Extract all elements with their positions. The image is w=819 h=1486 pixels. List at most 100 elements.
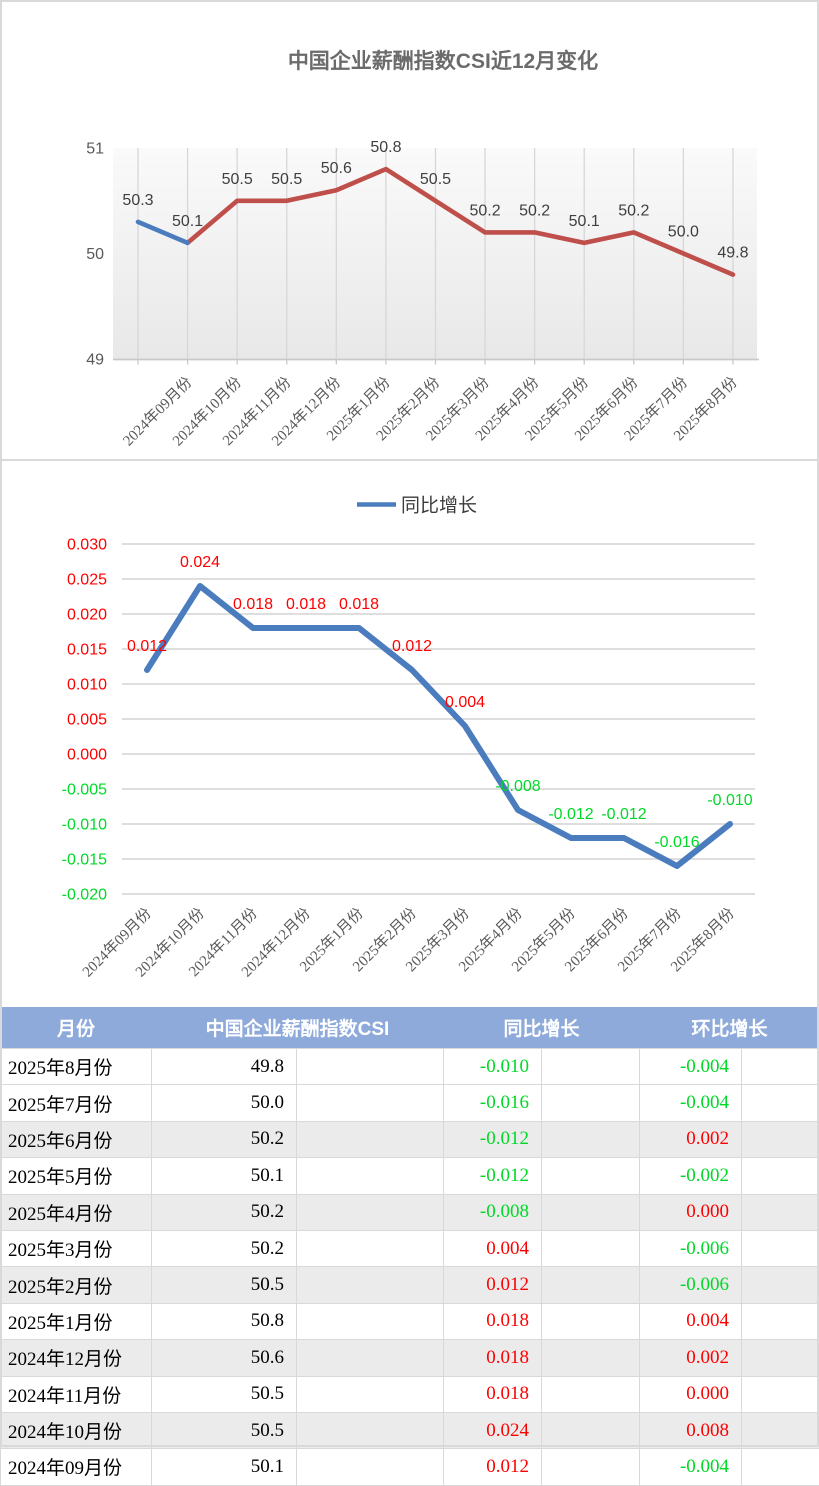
cell-month: 2025年7月份 — [1, 1085, 152, 1121]
data-label: 50.2 — [469, 202, 500, 219]
cell-empty — [742, 1376, 819, 1412]
cell-yoy: -0.010 — [444, 1049, 542, 1085]
cell-empty — [542, 1303, 640, 1339]
cell-empty — [542, 1194, 640, 1230]
cell-month: 2025年8月份 — [1, 1049, 152, 1085]
data-label: 50.8 — [370, 139, 401, 156]
cell-month: 2025年5月份 — [1, 1158, 152, 1194]
cell-empty — [742, 1121, 819, 1157]
cell-empty — [742, 1049, 819, 1085]
cell-empty — [742, 1267, 819, 1303]
cell-empty — [542, 1267, 640, 1303]
data-label: 0.018 — [339, 596, 379, 613]
cell-yoy: 0.018 — [444, 1340, 542, 1376]
cell-empty — [742, 1230, 819, 1266]
chart-title: 中国企业薪酬指数CSI近12月变化 — [288, 49, 598, 73]
cell-csi: 50.5 — [152, 1267, 297, 1303]
cell-yoy: 0.012 — [444, 1267, 542, 1303]
cell-empty — [297, 1194, 444, 1230]
data-label: -0.012 — [601, 806, 646, 823]
cell-csi: 50.5 — [152, 1412, 297, 1448]
col-header-yoy: 同比增长 — [444, 1007, 640, 1049]
cell-mom: -0.006 — [640, 1230, 742, 1266]
cell-empty — [542, 1121, 640, 1157]
data-label: 0.012 — [127, 638, 167, 655]
cell-csi: 50.2 — [152, 1121, 297, 1157]
yoy-growth-line-chart[interactable]: 0.0300.0250.0200.0150.0100.0050.000-0.00… — [0, 462, 819, 1005]
cell-empty — [297, 1267, 444, 1303]
cell-month: 2025年4月份 — [1, 1194, 152, 1230]
cell-mom: -0.004 — [640, 1085, 742, 1121]
cell-csi: 50.2 — [152, 1194, 297, 1230]
cell-mom: -0.002 — [640, 1158, 742, 1194]
cell-empty — [742, 1085, 819, 1121]
data-label: -0.012 — [548, 806, 593, 823]
col-header-month: 月份 — [1, 1007, 152, 1049]
col-header-mom: 环比增长 — [640, 1007, 819, 1049]
cell-empty — [297, 1412, 444, 1448]
data-label: 0.018 — [286, 596, 326, 613]
cell-yoy: 0.012 — [444, 1449, 542, 1485]
y-axis-label: -0.015 — [62, 852, 107, 869]
cell-empty — [742, 1303, 819, 1339]
cell-empty — [742, 1158, 819, 1194]
data-label: 50.0 — [668, 224, 699, 241]
data-label: 0.004 — [445, 694, 485, 711]
cell-yoy: 0.024 — [444, 1412, 542, 1448]
data-label: 50.1 — [569, 213, 600, 230]
data-label: -0.016 — [654, 834, 699, 851]
cell-mom: 0.000 — [640, 1194, 742, 1230]
cell-empty — [542, 1376, 640, 1412]
cell-csi: 50.2 — [152, 1230, 297, 1266]
data-label: 50.6 — [321, 160, 352, 177]
cell-month: 2024年11月份 — [1, 1376, 152, 1412]
y-axis-label: 0.030 — [67, 537, 107, 554]
y-axis-label: 0.010 — [67, 677, 107, 694]
cell-yoy: 0.018 — [444, 1303, 542, 1339]
data-label: 50.5 — [271, 171, 302, 188]
y-axis-label: 0.020 — [67, 607, 107, 624]
cell-month: 2024年09月份 — [1, 1449, 152, 1485]
cell-mom: 0.002 — [640, 1340, 742, 1376]
cell-yoy: -0.012 — [444, 1158, 542, 1194]
cell-empty — [542, 1340, 640, 1376]
cell-month: 2024年12月份 — [1, 1340, 152, 1376]
cell-month: 2024年10月份 — [1, 1412, 152, 1448]
cell-empty — [542, 1158, 640, 1194]
cell-empty — [297, 1376, 444, 1412]
data-label: -0.010 — [707, 792, 752, 809]
legend-label[interactable]: 同比增长 — [401, 495, 477, 517]
cell-empty — [542, 1449, 640, 1485]
cell-csi: 50.8 — [152, 1303, 297, 1339]
col-header-csi: 中国企业薪酬指数CSI — [152, 1007, 444, 1049]
cell-yoy: -0.012 — [444, 1121, 542, 1157]
cell-empty — [742, 1194, 819, 1230]
cell-mom: -0.004 — [640, 1449, 742, 1485]
cell-empty — [297, 1049, 444, 1085]
cell-csi: 50.5 — [152, 1376, 297, 1412]
cell-empty — [297, 1230, 444, 1266]
cell-empty — [742, 1412, 819, 1448]
data-label: 0.024 — [180, 554, 220, 571]
cell-empty — [297, 1121, 444, 1157]
y-axis-label: 49 — [86, 352, 104, 369]
cell-mom: 0.002 — [640, 1121, 742, 1157]
data-label: 50.5 — [222, 171, 253, 188]
data-label: 50.2 — [519, 202, 550, 219]
data-label: 0.012 — [392, 638, 432, 655]
cell-empty — [742, 1340, 819, 1376]
cell-mom: -0.006 — [640, 1267, 742, 1303]
cell-empty — [542, 1049, 640, 1085]
y-axis-label: -0.020 — [62, 887, 107, 904]
